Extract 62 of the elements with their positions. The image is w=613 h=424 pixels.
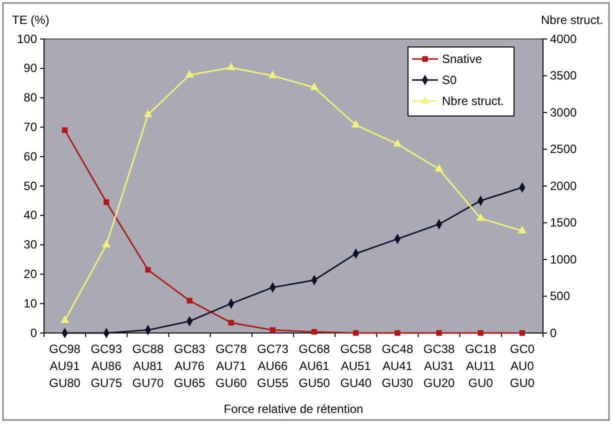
x-tick-label: GC0 AU0 GU0: [510, 342, 535, 390]
point: [519, 330, 526, 336]
point: [62, 127, 68, 133]
y-tick-label: 90: [24, 61, 38, 76]
y-tick-label: 40: [24, 208, 38, 222]
x-tick-label: GC93 AU86 GU75: [90, 342, 122, 390]
point: [436, 330, 442, 336]
y-axis-title: TE (%): [12, 13, 50, 27]
point: [228, 320, 234, 326]
x-axis-title: Force relative de rétention: [224, 402, 364, 416]
x-tick-label: GC58 AU51 GU40: [340, 342, 372, 390]
point: [434, 164, 444, 172]
x-tick-label: GC83 AU76 GU65: [174, 342, 206, 390]
point: [145, 266, 151, 273]
point: [352, 120, 360, 128]
point: [393, 139, 402, 147]
point: [311, 328, 318, 335]
y2-tick-label: 0: [550, 326, 557, 340]
y-tick-label: 50: [24, 178, 38, 193]
point: [270, 327, 276, 333]
point: [476, 213, 485, 221]
point: [353, 330, 359, 336]
point: [478, 330, 484, 336]
legend-label: Nbre struct.: [442, 94, 504, 108]
y2-tick-label: 2500: [550, 142, 578, 156]
x-tick-label: GC98 AU91 GU80: [49, 342, 81, 390]
x-tick-label: GC18 AU11 GU0: [464, 342, 497, 390]
point: [102, 240, 111, 248]
y2-tick-label: 500: [550, 289, 570, 304]
y-tick-label: 10: [24, 296, 38, 310]
point: [226, 62, 236, 70]
point: [60, 316, 70, 323]
x-tick-label: GC38 AU31 GU20: [423, 342, 456, 390]
y2-tick-label: 1000: [550, 252, 578, 266]
point: [518, 226, 527, 234]
x-tick-label: GC78 AU71 GU60: [215, 342, 248, 390]
legend-label: S0: [442, 73, 458, 87]
x-tick-label: GC73 AU66 GU55: [257, 342, 289, 390]
point: [185, 70, 194, 78]
y-tick-label: 100: [16, 32, 38, 46]
y2-tick-label: 3500: [550, 68, 578, 83]
legend-label: Snative: [442, 52, 482, 66]
point: [310, 82, 319, 90]
x-tick-label: GC88 AU81 GU70: [132, 342, 164, 390]
y2-tick-label: 4000: [550, 32, 578, 46]
point: [104, 199, 110, 205]
point: [144, 110, 152, 118]
point: [394, 330, 400, 336]
point: [268, 70, 278, 78]
x-tick-label: GC48 AU41 GU30: [382, 342, 414, 390]
x-tick-label: GC68 AU61 GU50: [298, 342, 330, 390]
y2-tick-label: 2000: [550, 178, 578, 193]
point: [186, 298, 192, 304]
y-tick-label: 30: [24, 238, 38, 252]
y2-tick-label: 3000: [550, 105, 578, 120]
y2-axis-title: Nbre struct.: [540, 13, 603, 27]
y-tick-label: 80: [24, 90, 38, 105]
y-tick-label: 60: [24, 149, 38, 164]
y2-tick-label: 1500: [550, 216, 578, 230]
y-tick-label: 70: [24, 120, 38, 134]
y-tick-label: 0: [30, 326, 38, 340]
y-tick-label: 20: [24, 267, 38, 282]
